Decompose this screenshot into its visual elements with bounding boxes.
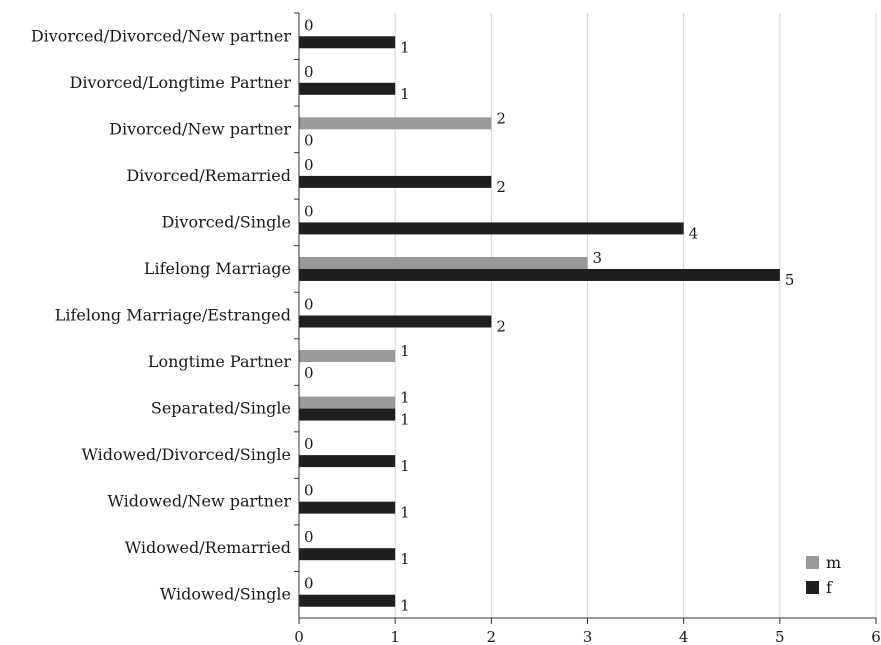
gridlines [394,13,877,618]
legend-swatch-m [806,556,819,569]
data-label-f: 1 [400,550,410,568]
data-label-f: 0 [304,364,314,382]
x-tick-label: 5 [775,628,785,645]
bar-f [299,82,396,95]
bar-f [299,175,492,188]
bar-m [299,117,492,130]
bars [299,36,780,607]
data-labels: 0 1 0 1 2 0 0 2 0 4 3 5 0 2 1 0 1 1 0 1 0 1 0 1 0 1 [304,16,794,614]
x-tick-label: 6 [871,628,881,645]
category-label: Lifelong Marriage [144,259,291,278]
data-label-m: 0 [304,575,314,593]
axes [294,12,877,624]
category-label: Divorced/Remarried [126,166,291,185]
data-label-m: 0 [304,296,314,314]
legend-label-m: m [826,553,841,572]
data-label-m: 0 [304,16,314,34]
data-label-f: 2 [496,178,506,196]
legend-swatch-f [806,581,819,594]
category-label: Widowed/Remarried [125,538,291,557]
data-label-f: 1 [400,457,410,475]
category-labels: Divorced/Divorced/New partner Divorced/Lo… [31,26,292,603]
bar-m [299,350,396,363]
category-label: Widowed/Divorced/Single [82,445,292,464]
x-tick-label: 2 [487,628,497,645]
x-tick-label: 3 [583,628,593,645]
bar-m [299,396,396,409]
x-tick-labels: 0 1 2 3 4 5 6 [294,628,881,645]
legend-label-f: f [826,578,833,597]
data-label-f: 1 [400,38,410,56]
bar-f [299,408,396,421]
data-label-m: 3 [593,249,603,267]
bar-f [299,501,396,514]
data-label-m: 0 [304,202,314,220]
data-label-f: 2 [496,318,506,336]
category-label: Divorced/Divorced/New partner [31,26,292,45]
data-label-f: 5 [785,271,795,289]
data-label-f: 1 [400,504,410,522]
data-label-m: 0 [304,63,314,81]
data-label-m: 0 [304,482,314,500]
data-label-f: 4 [689,224,699,242]
category-label: Widowed/New partner [108,492,292,511]
bar-m [299,256,588,269]
data-label-f: 1 [400,411,410,429]
bar-f [299,268,780,281]
category-label: Divorced/Longtime Partner [70,73,292,92]
category-label: Longtime Partner [148,352,292,371]
category-label: Divorced/Single [161,212,291,231]
bar-f [299,315,492,328]
bar-f [299,594,396,607]
category-label: Divorced/New partner [109,119,291,138]
data-label-f: 1 [400,597,410,615]
category-label: Widowed/Single [160,585,291,604]
bar-f [299,36,396,49]
bar-f [299,455,396,468]
data-label-m: 0 [304,528,314,546]
x-tick-label: 4 [679,628,689,645]
x-tick-label: 1 [390,628,400,645]
x-tick-label: 0 [294,628,304,645]
category-label: Lifelong Marriage/Estranged [55,306,291,325]
bar-f [299,222,684,235]
data-label-m: 2 [496,109,506,127]
data-label-m: 0 [304,156,314,174]
category-label: Separated/Single [151,399,291,418]
data-label-m: 1 [400,389,410,407]
data-label-m: 1 [400,342,410,360]
data-label-m: 0 [304,435,314,453]
data-label-f: 1 [400,85,410,103]
legend: mf [806,553,841,597]
bar-f [299,548,396,561]
data-label-f: 0 [304,131,314,149]
